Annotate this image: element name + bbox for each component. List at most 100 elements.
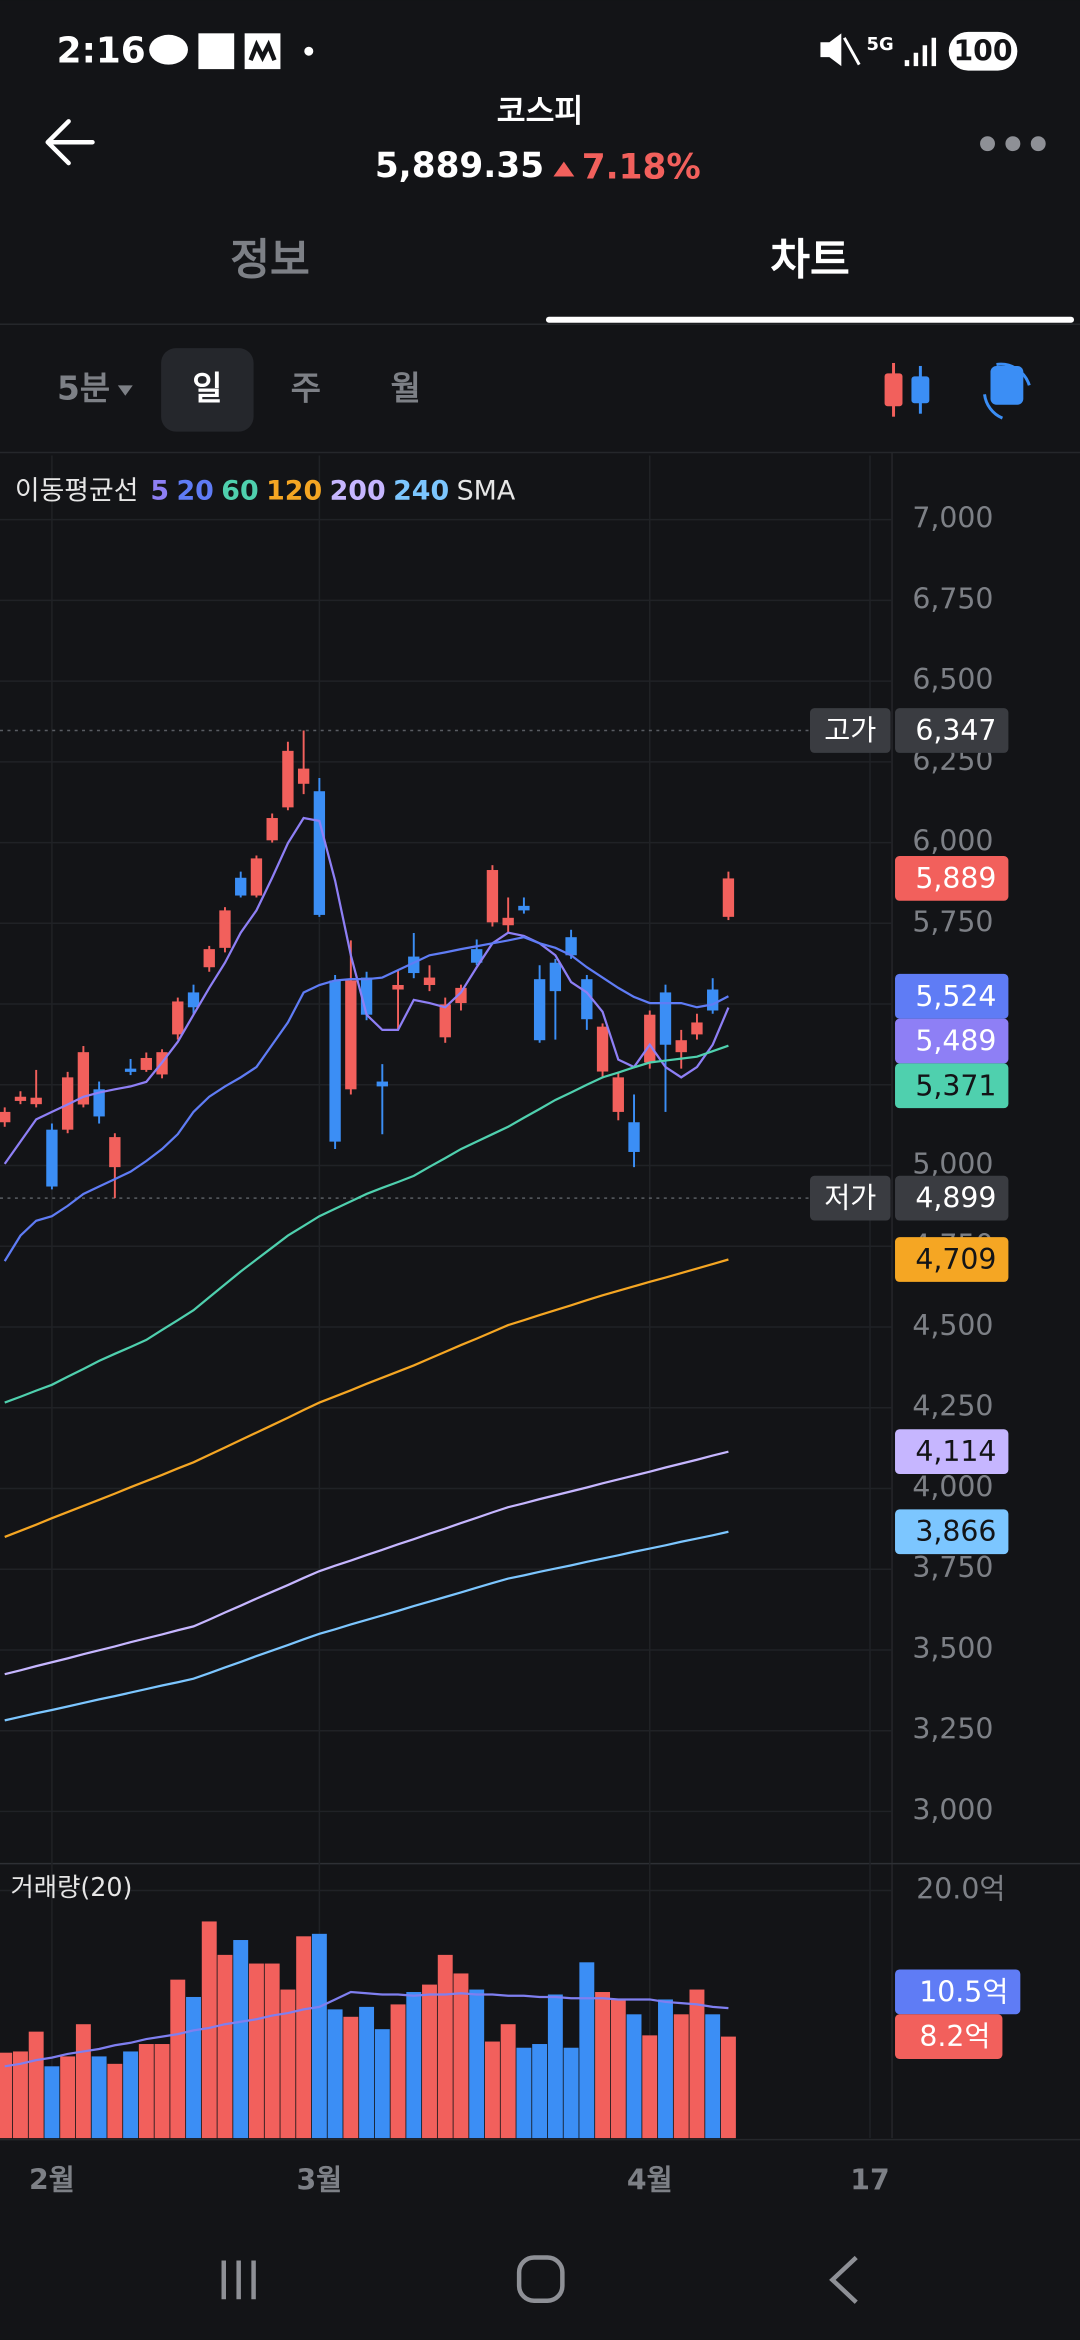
x-tick-label: 2월 <box>29 2163 75 2196</box>
nav-recents[interactable] <box>221 2260 256 2300</box>
tab[interactable]: 정보 <box>230 236 310 286</box>
nav-bar <box>221 2255 858 2304</box>
volume-bar <box>390 2004 406 2139</box>
ma-line <box>3 816 730 1165</box>
ma-badge-text: 4,114 <box>915 1435 996 1468</box>
more-button[interactable] <box>980 136 1046 152</box>
candle-body <box>565 937 577 956</box>
legend-entry: 60 <box>221 475 258 506</box>
candle-body <box>612 1077 624 1112</box>
legend-entry: 120 <box>266 475 322 506</box>
candle-body <box>675 1040 687 1053</box>
period[interactable]: 5분 <box>57 369 110 407</box>
volume-bar <box>311 1933 327 2139</box>
last-price-badge <box>895 856 1009 901</box>
header-change: 7.18% <box>582 148 701 188</box>
candle-body <box>140 1057 152 1070</box>
period[interactable]: 월 <box>391 369 421 407</box>
candle-body <box>455 987 467 1004</box>
volume-bar <box>484 2041 500 2139</box>
ma-line <box>4 1258 729 1538</box>
back-button[interactable] <box>45 119 95 166</box>
volume-bar <box>500 2024 516 2139</box>
candle-body <box>124 1068 137 1072</box>
volume-bar <box>91 2056 107 2139</box>
ma-badge <box>895 973 1009 1019</box>
volume-bar <box>248 1963 264 2139</box>
volume-title: 거래량(20) <box>10 1872 132 1902</box>
candle-body <box>502 917 514 926</box>
tab-underline <box>545 316 1075 323</box>
ma-badge <box>895 1018 1009 1064</box>
candle-body <box>282 750 294 808</box>
volume-bar <box>422 1984 437 2139</box>
candle-body <box>423 977 436 985</box>
grid <box>0 455 893 2139</box>
ma-badge-text: 5,371 <box>915 1069 996 1102</box>
volume-bar <box>437 1954 453 2139</box>
volume-bar <box>44 2066 60 2139</box>
volume-bar <box>186 1996 201 2139</box>
volume-bar <box>123 2051 139 2139</box>
period-selected[interactable]: 일 <box>192 369 222 407</box>
legend-entry: 240 <box>393 475 449 506</box>
volume-bar <box>170 1979 186 2139</box>
candle-body <box>486 870 499 923</box>
annotation-label: 고가 <box>824 714 876 747</box>
annotation-tag <box>810 1175 891 1221</box>
nav-back[interactable] <box>829 2255 858 2304</box>
volume-bar <box>453 1973 469 2139</box>
volume-bar <box>280 1989 296 2139</box>
candle-body <box>109 1137 121 1168</box>
period[interactable]: 주 <box>291 369 321 407</box>
ma-badge <box>895 1063 1009 1109</box>
up-triangle <box>553 161 575 177</box>
nav-home[interactable] <box>516 2255 565 2303</box>
legend-suffix: SMA <box>457 475 516 506</box>
volume-badge-text: 8.2억 <box>919 2020 990 2053</box>
rotate-button[interactable] <box>983 362 1031 420</box>
x-tick-label: 17 <box>850 2163 889 2196</box>
volume-bar <box>138 2044 154 2139</box>
annotation-badge <box>895 708 1009 753</box>
last-price-badge-text: 5,889 <box>915 862 996 895</box>
candle-body <box>581 979 593 1020</box>
candle-type-button[interactable] <box>884 362 930 417</box>
candle-body <box>533 979 546 1041</box>
volume-bar <box>579 1962 595 2139</box>
candle-body <box>93 1089 105 1117</box>
ma-badge-text: 5,489 <box>915 1025 996 1058</box>
period-selected-bg <box>161 348 254 432</box>
candle-body <box>392 984 404 990</box>
volume-bar <box>374 2029 390 2139</box>
candle-body <box>345 980 357 1090</box>
candle-body <box>297 768 310 784</box>
candle-body <box>596 1026 609 1072</box>
status-battery: 100 <box>953 35 1012 68</box>
annotation-badge <box>895 1175 1009 1221</box>
y-tick-label: 4,500 <box>912 1309 993 1342</box>
annotation-badge-text: 4,899 <box>915 1182 996 1215</box>
candle-body <box>329 980 341 1142</box>
annotation-tag <box>810 708 891 753</box>
volume-bar <box>201 1921 217 2139</box>
volume-bar <box>75 2024 91 2139</box>
ma-line <box>4 1530 729 1722</box>
volume-ma-line <box>4 1990 729 2068</box>
candle-body <box>250 858 263 896</box>
candle-body <box>46 1129 58 1187</box>
candle-body <box>266 818 278 841</box>
y-tick-label: 4,250 <box>912 1390 993 1423</box>
candle-body <box>644 1014 656 1063</box>
candle-body <box>313 791 326 915</box>
candle-body <box>172 1001 184 1035</box>
volume-bar <box>264 1963 280 2139</box>
candle-body <box>628 1122 640 1152</box>
candle-body <box>471 949 483 963</box>
volume-bar <box>563 2047 579 2139</box>
annotation-badge-text: 6,347 <box>915 714 996 747</box>
volume-bar <box>233 1940 249 2139</box>
volume-ma-badge <box>895 1969 1021 2015</box>
tab-selected[interactable]: 차트 <box>770 236 850 286</box>
